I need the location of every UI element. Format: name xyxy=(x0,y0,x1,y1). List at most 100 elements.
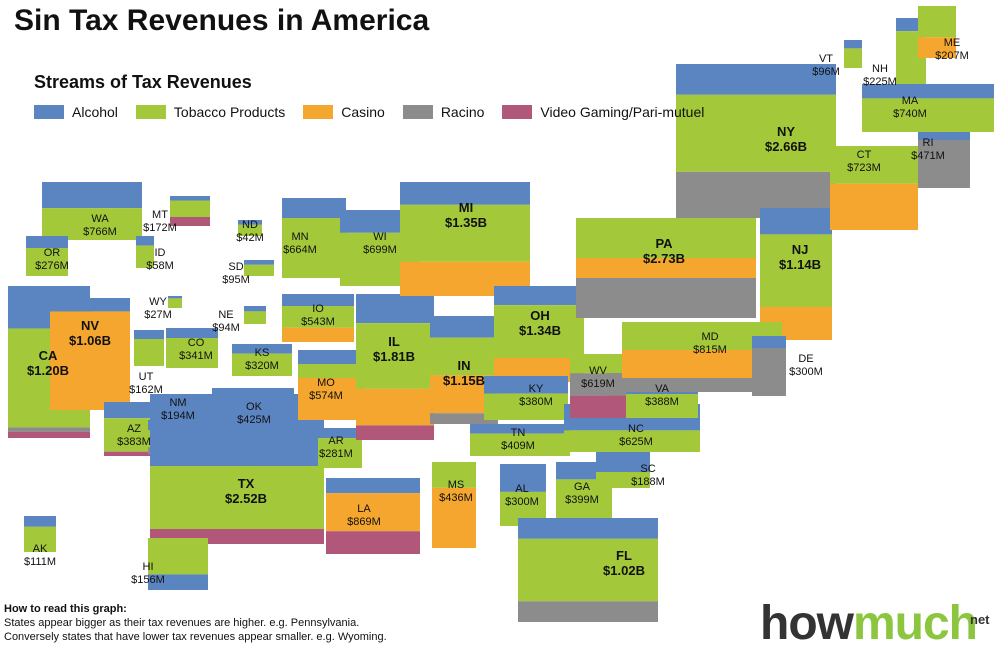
state-stripe xyxy=(24,516,56,527)
state-code-label: IL xyxy=(388,334,400,349)
state-tn xyxy=(470,424,570,456)
state-code-label: MD xyxy=(701,331,718,343)
logo-much: much xyxy=(852,597,978,650)
howmuch-logo: howmuch xyxy=(760,596,978,651)
state-id xyxy=(136,236,154,268)
state-code-label: CT xyxy=(857,149,872,161)
state-stripe xyxy=(470,433,570,456)
state-code-label: CO xyxy=(188,337,205,349)
state-code-label: FL xyxy=(616,548,632,563)
legend-label: Tobacco Products xyxy=(173,104,286,120)
state-value-label: $425M xyxy=(237,414,271,426)
state-stripe xyxy=(104,418,154,452)
state-code-label: TN xyxy=(511,427,526,439)
state-stripe xyxy=(298,378,364,420)
state-stripe xyxy=(326,493,420,532)
legend-item-alcohol: Alcohol xyxy=(34,104,118,120)
state-value-label: $2.73B xyxy=(643,251,685,266)
state-stripe xyxy=(576,218,756,258)
state-wv xyxy=(570,354,626,418)
state-stripe xyxy=(356,323,434,389)
state-code-label: DE xyxy=(798,353,813,365)
state-stripe xyxy=(318,428,362,438)
state-value-label: $194M xyxy=(161,410,195,422)
state-stripe xyxy=(8,427,90,432)
state-stripe xyxy=(752,336,786,348)
state-value-label: $574M xyxy=(309,390,343,402)
state-ms xyxy=(432,462,476,548)
legend-item-tobacco: Tobacco Products xyxy=(135,104,286,120)
state-tx xyxy=(150,394,324,544)
state-al xyxy=(500,464,546,526)
legend-label: Casino xyxy=(341,104,385,120)
state-code-label: WI xyxy=(373,231,386,243)
state-ks xyxy=(232,344,292,376)
state-value-label: $399M xyxy=(565,494,599,506)
state-value-label: $388M xyxy=(645,396,679,408)
state-stripe xyxy=(918,140,970,188)
state-code-label: UT xyxy=(139,371,154,383)
state-code-label: TX xyxy=(238,476,255,491)
state-stripe xyxy=(676,94,836,172)
legend-subtitle: Streams of Tax Revenues xyxy=(34,72,252,92)
state-stripe xyxy=(576,258,756,278)
state-value-label: $300M xyxy=(789,366,823,378)
state-value-label: $276M xyxy=(35,260,69,272)
state-code-label: OR xyxy=(44,247,61,259)
state-code-label: MA xyxy=(902,95,919,107)
state-stripe xyxy=(676,64,836,95)
legend-item-casino: Casino xyxy=(303,104,385,120)
state-stripe xyxy=(844,40,862,49)
state-ct xyxy=(830,146,918,230)
state-code-label: OH xyxy=(530,308,550,323)
legend-swatch-racino xyxy=(402,105,433,119)
state-code-label: IN xyxy=(458,358,471,373)
state-code-label: MN xyxy=(291,231,308,243)
state-value-label: $162M xyxy=(129,384,163,396)
state-value-label: $1.35B xyxy=(445,215,487,230)
state-stripe xyxy=(148,574,208,590)
state-code-label: KS xyxy=(255,347,270,359)
state-io xyxy=(282,294,354,342)
state-stripe xyxy=(134,330,164,339)
state-stripe xyxy=(760,208,832,235)
how-to-read-line: Conversely states that have lower tax re… xyxy=(4,631,387,643)
state-value-label: $320M xyxy=(245,360,279,372)
state-stripe xyxy=(282,198,346,218)
state-code-label: NV xyxy=(81,318,99,333)
state-value-label: $471M xyxy=(911,150,945,162)
state-code-label: CA xyxy=(39,348,58,363)
state-stripe xyxy=(862,84,994,99)
state-code-label: NC xyxy=(628,423,644,435)
state-hi xyxy=(148,538,208,590)
state-code-label: SC xyxy=(640,463,655,475)
state-stripe xyxy=(282,294,354,306)
state-value-label: $380M xyxy=(519,396,553,408)
state-value-label: $95M xyxy=(222,274,250,286)
logo-tld: net xyxy=(970,612,990,627)
state-value-label: $625M xyxy=(619,436,653,448)
state-stripe xyxy=(168,298,182,308)
state-stripe xyxy=(494,305,584,358)
state-code-label: NJ xyxy=(792,242,809,257)
state-code-label: VT xyxy=(819,53,833,65)
state-value-label: $436M xyxy=(439,492,473,504)
state-value-label: $409M xyxy=(501,440,535,452)
state-oh xyxy=(494,286,584,382)
state-code-label: AR xyxy=(328,435,343,447)
state-stripe xyxy=(238,220,262,225)
state-value-label: $94M xyxy=(212,322,240,334)
state-stripe xyxy=(244,264,274,276)
state-stripe xyxy=(752,348,786,396)
state-stripe xyxy=(400,204,530,262)
state-la xyxy=(326,478,420,554)
state-stripe xyxy=(298,364,364,378)
state-value-label: $1.34B xyxy=(519,323,561,338)
state-wy xyxy=(168,296,182,308)
state-value-label: $27M xyxy=(144,309,172,321)
state-il xyxy=(356,294,434,440)
state-nd xyxy=(238,220,262,236)
state-stripe xyxy=(298,350,364,364)
state-stripe xyxy=(596,472,650,488)
state-ky xyxy=(484,376,568,420)
